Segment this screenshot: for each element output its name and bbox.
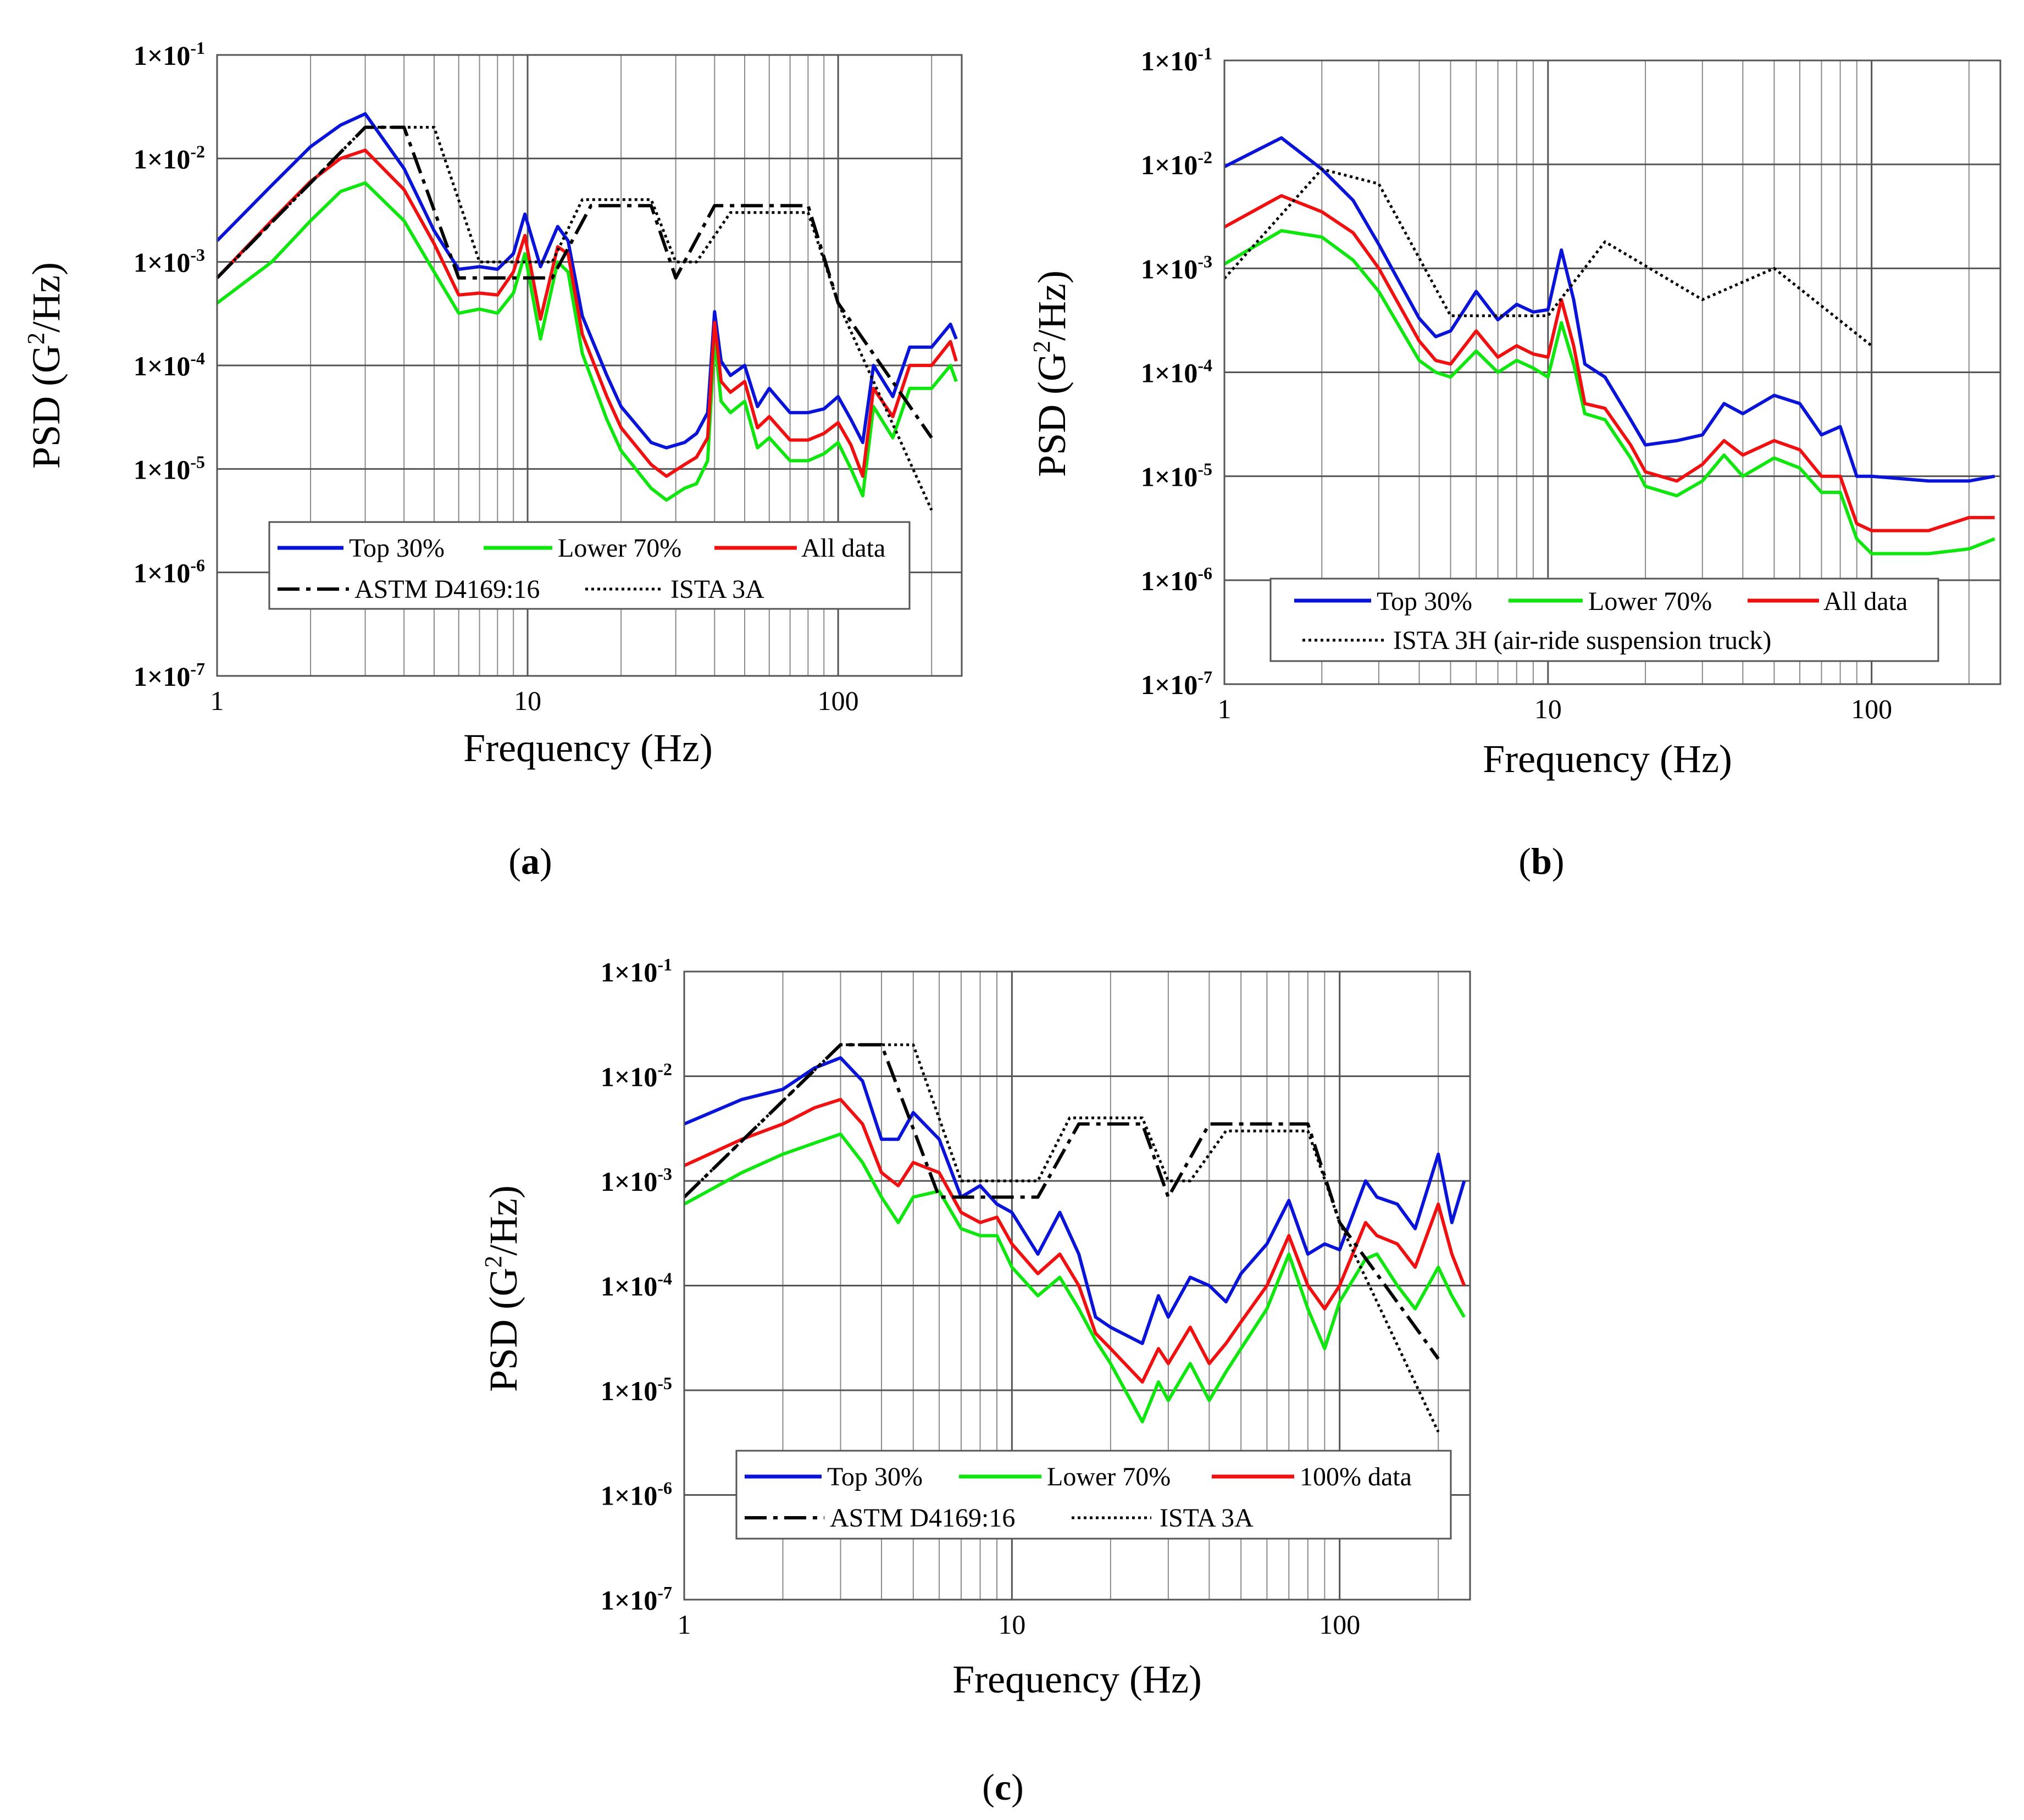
x-tick-label: 1	[210, 685, 224, 716]
panel-a: 1×10-1 1×10-2 1×10-3 1×10-4 1×10-5 1×10-6 1×10…	[23, 38, 963, 882]
panel-b-plot-frame	[1223, 59, 2001, 685]
y-tick-label: 1×10-4	[1141, 356, 1212, 389]
y-tick-label: 1×10-6	[1141, 563, 1212, 596]
series-line-lower-70	[1223, 229, 1995, 556]
x-tick-label: 1	[1218, 693, 1232, 724]
x-tick-label: 100	[1851, 693, 1892, 724]
series-line-100-data	[683, 1097, 1466, 1384]
legend-label-top30: Top 30%	[349, 534, 445, 563]
y-tick-label: 1×10-5	[134, 452, 205, 485]
panel-c-caption: (c)	[982, 1766, 1024, 1808]
legend-label-ista3h: ISTA 3H (air-ride suspension truck)	[1393, 626, 1771, 655]
panel-c: 1×10-1 1×10-2 1×10-3 1×10-4 1×10-5 1×10-6 1×10…	[480, 955, 1471, 1808]
series-line-all-data	[215, 148, 958, 478]
panel-b-legend-box	[1269, 578, 1939, 662]
x-tick-label: 100	[818, 685, 859, 716]
legend-label-all: All data	[801, 534, 885, 563]
y-tick-label: 1×10-6	[134, 556, 205, 589]
y-tick-label: 1×10-5	[601, 1373, 672, 1406]
legend-label-lower70: Lower 70%	[1588, 587, 1712, 616]
legend-label-top30: Top 30%	[827, 1462, 923, 1491]
y-tick-label: 1×10-1	[601, 955, 672, 987]
panel-c-y-ticks: 1×10-1 1×10-2 1×10-3 1×10-4 1×10-5 1×10-6 1×10…	[601, 955, 672, 1616]
legend-label-ista: ISTA 3A	[1160, 1503, 1254, 1533]
y-tick-label: 1×10-3	[134, 245, 205, 278]
panel-a-y-axis-label: PSD (G2/Hz)	[23, 262, 68, 469]
y-tick-label: 1×10-7	[134, 659, 205, 692]
y-tick-label: 1×10-1	[1141, 43, 1212, 76]
y-tick-label: 1×10-4	[134, 348, 205, 381]
x-tick-label: 10	[514, 685, 541, 716]
panel-a-caption: (a)	[508, 840, 552, 882]
y-tick-label: 1×10-4	[601, 1269, 672, 1302]
panel-b-legend: Top 30% Lower 70% All data ISTA 3H (air-…	[1269, 578, 1939, 662]
panel-c-legend-box	[735, 1450, 1452, 1540]
y-tick-label: 1×10-7	[601, 1583, 672, 1616]
panel-a-legend: Top 30% Lower 70% All data ASTM D4169:16…	[268, 521, 911, 610]
y-tick-label: 1×10-2	[134, 141, 205, 174]
series-line-lower-70	[216, 181, 958, 502]
y-tick-label: 1×10-2	[601, 1059, 672, 1092]
panel-c-x-ticks: 1 10 100	[678, 1609, 1361, 1640]
legend-label-all: 100% data	[1300, 1462, 1412, 1491]
x-tick-label: 10	[1534, 693, 1562, 724]
series-line-astm-d4169-16	[683, 1043, 1440, 1360]
panel-a-x-ticks: 1 10 100	[210, 685, 859, 716]
panel-a-x-axis-label: Frequency (Hz)	[463, 726, 713, 770]
y-tick-label: 1×10-3	[1141, 251, 1212, 284]
panel-b-caption: (b)	[1518, 840, 1564, 882]
legend-label-astm: ASTM D4169:16	[354, 575, 540, 604]
panel-a-plot-frame	[216, 54, 963, 677]
y-tick-label: 1×10-7	[1141, 667, 1212, 700]
panel-a-y-ticks: 1×10-1 1×10-2 1×10-3 1×10-4 1×10-5 1×10-6 1×10…	[134, 38, 205, 692]
y-tick-label: 1×10-2	[1141, 147, 1212, 180]
x-tick-label: 100	[1319, 1609, 1360, 1640]
panel-a-series	[215, 112, 958, 511]
y-tick-label: 1×10-6	[601, 1478, 672, 1511]
panel-b-y-ticks: 1×10-1 1×10-2 1×10-3 1×10-4 1×10-5 1×10-6 1×10…	[1141, 43, 1212, 700]
panel-b: 1×10-1 1×10-2 1×10-3 1×10-4 1×10-5 1×10-6 1×10…	[1028, 43, 2001, 882]
legend-label-lower70: Lower 70%	[558, 534, 681, 563]
panel-b-x-ticks: 1 10 100	[1218, 693, 1893, 724]
panel-c-series	[683, 1043, 1466, 1433]
y-tick-label: 1×10-1	[134, 38, 205, 71]
legend-label-astm: ASTM D4169:16	[830, 1503, 1015, 1533]
panel-b-x-axis-label: Frequency (Hz)	[1483, 737, 1732, 781]
panel-c-legend: Top 30% Lower 70% 100% data ASTM D4169:1…	[735, 1450, 1452, 1540]
panel-c-plot-frame	[683, 970, 1471, 1601]
series-line-all-data	[1223, 194, 1995, 532]
legend-label-top30: Top 30%	[1377, 587, 1472, 616]
series-line-ista-3a	[216, 126, 933, 511]
series-line-ista-3a	[683, 1043, 1440, 1433]
x-tick-label: 10	[998, 1609, 1025, 1640]
legend-label-all: All data	[1823, 587, 1907, 616]
panel-b-y-axis-label: PSD (G2/Hz)	[1028, 270, 1074, 477]
panel-c-x-axis-label: Frequency (Hz)	[952, 1657, 1202, 1701]
legend-label-ista: ISTA 3A	[670, 575, 764, 604]
y-tick-label: 1×10-5	[1141, 459, 1212, 492]
y-tick-label: 1×10-3	[601, 1164, 672, 1197]
panel-a-legend-box	[268, 521, 911, 610]
legend-label-lower70: Lower 70%	[1047, 1462, 1171, 1491]
series-line-top-30	[683, 1056, 1466, 1345]
x-tick-label: 1	[678, 1609, 691, 1640]
series-line-top-30	[1223, 136, 1995, 483]
panel-c-y-axis-label: PSD (G2/Hz)	[480, 1185, 525, 1392]
panel-b-series	[1223, 136, 1995, 556]
